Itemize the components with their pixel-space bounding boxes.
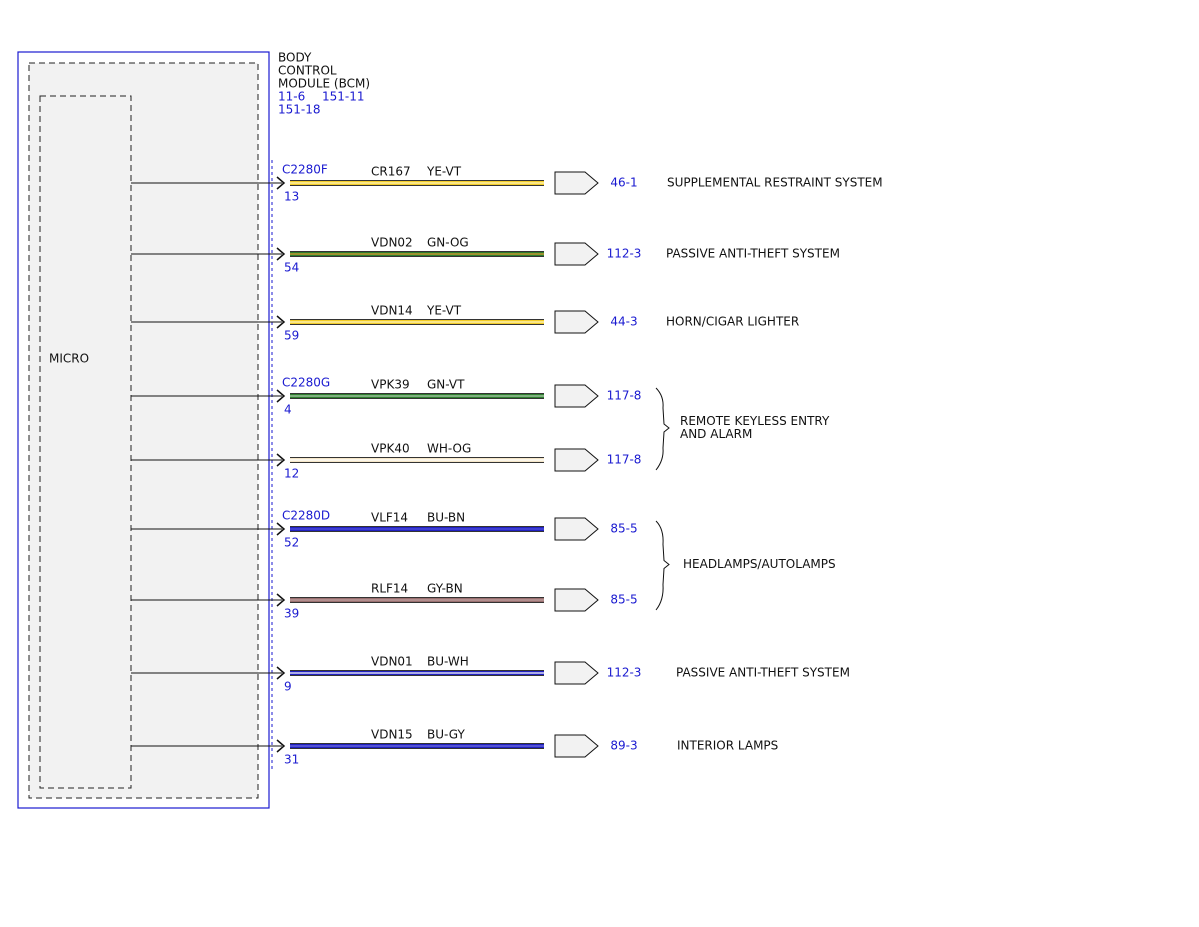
pin-number: 39 bbox=[284, 607, 299, 621]
wire-color: YE-VT bbox=[426, 165, 462, 179]
connector-id: C2280D bbox=[282, 509, 330, 523]
page-ref: 85-5 bbox=[610, 522, 637, 536]
connector-shape bbox=[554, 384, 599, 408]
group-brace bbox=[655, 387, 670, 471]
pin-arrow bbox=[276, 315, 286, 329]
circuit-id: VPK39 bbox=[371, 378, 410, 392]
micro-label: MICRO bbox=[49, 352, 89, 366]
pin-number: 31 bbox=[284, 753, 299, 767]
module-title: MODULE (BCM) bbox=[278, 77, 370, 91]
page-ref: 89-3 bbox=[610, 739, 637, 753]
module-title: CONTROL bbox=[278, 64, 337, 78]
pin-number: 52 bbox=[284, 536, 299, 550]
pin-number: 13 bbox=[284, 190, 299, 204]
page-ref: 112-3 bbox=[607, 666, 642, 680]
pin-arrow bbox=[276, 389, 286, 403]
connector-shape bbox=[554, 310, 599, 334]
circuit-id: VLF14 bbox=[371, 511, 408, 525]
pin-arrow bbox=[276, 593, 286, 607]
wire-color: YE-VT bbox=[426, 304, 462, 318]
destination: AND ALARM bbox=[680, 427, 752, 441]
pin-number: 54 bbox=[284, 261, 299, 275]
wire-color: WH-OG bbox=[427, 442, 471, 456]
pin-arrow bbox=[276, 453, 286, 467]
connector-shape bbox=[554, 517, 599, 541]
destination: INTERIOR LAMPS bbox=[677, 739, 778, 753]
wire-color: GN-OG bbox=[427, 236, 469, 250]
pin-number: 59 bbox=[284, 329, 299, 343]
destination: SUPPLEMENTAL RESTRAINT SYSTEM bbox=[667, 176, 883, 190]
module-ref: 151-18 bbox=[278, 103, 321, 117]
group-brace bbox=[655, 520, 670, 611]
module-ref: 11-6 bbox=[278, 90, 305, 104]
pin-number: 9 bbox=[284, 680, 292, 694]
circuit-id: RLF14 bbox=[371, 582, 408, 596]
connector-shape bbox=[554, 588, 599, 612]
wire-color: GY-BN bbox=[427, 582, 463, 596]
destination: REMOTE KEYLESS ENTRY bbox=[680, 414, 830, 428]
connector-shape bbox=[554, 734, 599, 758]
destination: PASSIVE ANTI-THEFT SYSTEM bbox=[676, 666, 850, 680]
page-ref: 44-3 bbox=[610, 315, 637, 329]
pin-arrow bbox=[276, 176, 286, 190]
page-ref: 46-1 bbox=[610, 176, 637, 190]
circuit-id: CR167 bbox=[371, 165, 411, 179]
page-ref: 112-3 bbox=[607, 247, 642, 261]
page-ref: 85-5 bbox=[610, 593, 637, 607]
wire-color: BU-WH bbox=[427, 655, 469, 669]
destination: HEADLAMPS/AUTOLAMPS bbox=[683, 557, 836, 571]
destination: HORN/CIGAR LIGHTER bbox=[666, 315, 799, 329]
micro-box bbox=[39, 95, 132, 789]
wire-color: GN-VT bbox=[427, 378, 465, 392]
connector-id: C2280G bbox=[282, 376, 330, 390]
wire-color: BU-GY bbox=[427, 728, 465, 742]
pin-arrow bbox=[276, 247, 286, 261]
page-ref: 117-8 bbox=[607, 453, 642, 467]
circuit-id: VDN02 bbox=[371, 236, 413, 250]
wire-color: BU-BN bbox=[427, 511, 465, 525]
circuit-id: VPK40 bbox=[371, 442, 410, 456]
pin-number: 4 bbox=[284, 403, 292, 417]
connector-id: C2280F bbox=[282, 163, 328, 177]
pin-arrow bbox=[276, 739, 286, 753]
connector-shape bbox=[554, 661, 599, 685]
module-ref: 151-11 bbox=[322, 90, 365, 104]
destination: PASSIVE ANTI-THEFT SYSTEM bbox=[666, 247, 840, 261]
pin-number: 12 bbox=[284, 467, 299, 481]
circuit-id: VDN15 bbox=[371, 728, 413, 742]
circuit-id: VDN01 bbox=[371, 655, 413, 669]
connector-shape bbox=[554, 448, 599, 472]
pin-arrow bbox=[276, 522, 286, 536]
module-title: BODY bbox=[278, 51, 312, 65]
connector-shape bbox=[554, 171, 599, 195]
circuit-id: VDN14 bbox=[371, 304, 413, 318]
connector-shape bbox=[554, 242, 599, 266]
page-ref: 117-8 bbox=[607, 389, 642, 403]
pin-arrow bbox=[276, 666, 286, 680]
